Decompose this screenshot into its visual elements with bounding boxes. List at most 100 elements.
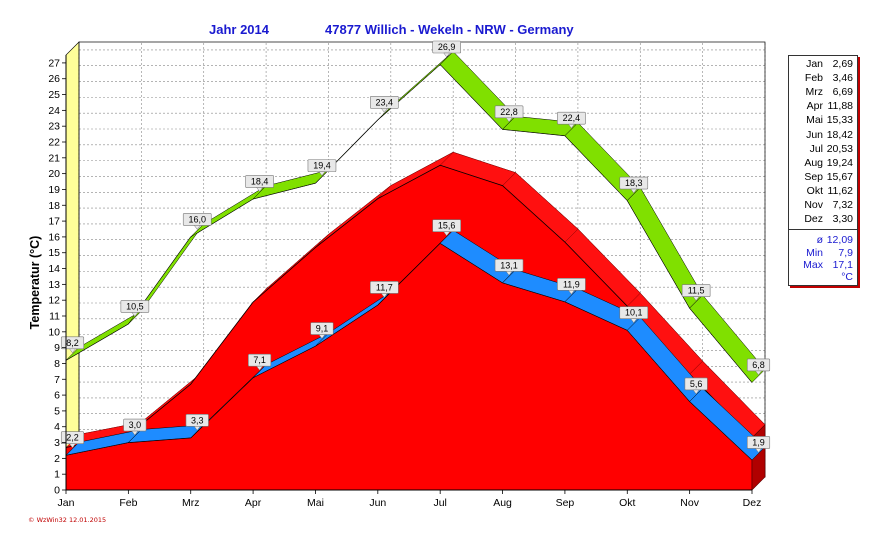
- legend-month-label: Mai: [806, 114, 823, 127]
- y-tick-label: 27: [48, 57, 60, 69]
- max-data-label: 6,8: [752, 360, 765, 370]
- legend-month-value: 15,67: [826, 170, 853, 183]
- max-label-pointer: [193, 225, 201, 230]
- y-tick-label: 7: [54, 374, 60, 386]
- min-label-pointer: [692, 389, 700, 395]
- legend-month-row: Jun 18,42: [789, 129, 857, 142]
- y-tick-label: 26: [48, 73, 60, 85]
- max-label-pointer: [630, 188, 638, 194]
- y-tick-label: 0: [54, 485, 60, 497]
- max-data-label: 23,4: [376, 97, 394, 107]
- legend-month-row: Sep 15,67: [789, 171, 857, 184]
- legend-stat-label: Min: [806, 246, 823, 259]
- min-data-label: 3,3: [191, 415, 204, 425]
- y-tick-label: 9: [54, 342, 60, 354]
- y-axis-wall: [65, 41, 80, 491]
- y-tick-label: 17: [48, 216, 60, 228]
- legend-month-label: Okt: [806, 184, 823, 197]
- legend-month-label: Apr: [806, 100, 823, 113]
- x-tick-label: Aug: [493, 497, 512, 509]
- legend-month-row: Nov 7,32: [789, 199, 857, 212]
- legend-month-value: 18,42: [826, 128, 853, 141]
- legend-month-label: Jan: [806, 58, 823, 70]
- legend-stat-value: 17,1: [832, 259, 853, 271]
- y-tick-label: 19: [48, 184, 60, 196]
- max-label-pointer: [443, 52, 451, 58]
- legend-month-label: Aug: [804, 156, 823, 169]
- x-tick-label: Mrz: [182, 497, 200, 509]
- min-data-label: 3,0: [129, 420, 142, 430]
- legend-month-label: Dez: [804, 213, 823, 226]
- monthly-mean-legend: Jan 2,69 Feb 3,46 Mrz 6,69 Apr 11,88 Mai 15,33 Jun…: [788, 55, 858, 286]
- min-data-label: 10,1: [625, 308, 643, 318]
- legend-month-label: Feb: [804, 72, 823, 85]
- min-data-label: 1,9: [752, 437, 765, 447]
- min-data-label: 11,9: [563, 279, 580, 289]
- y-tick-label: 2: [54, 453, 60, 465]
- legend-month-value: 11,62: [827, 184, 854, 197]
- x-tick-label: Okt: [619, 497, 635, 509]
- legend-month-label: Sep: [804, 170, 823, 183]
- x-tick-label: Jan: [58, 497, 75, 509]
- chart-title-station: 47877 Willich - Wekeln - NRW - Germany: [325, 22, 574, 37]
- x-tick-label: Nov: [680, 497, 699, 509]
- legend-month-row: Mai 15,33: [789, 114, 857, 127]
- legend-month-row: Okt 11,62: [789, 185, 857, 198]
- legend-month-value: 3,46: [832, 72, 853, 85]
- max-data-label: 18,3: [625, 178, 643, 188]
- max-data-label: 26,9: [438, 42, 456, 52]
- y-tick-label: 6: [54, 390, 60, 402]
- min-label-pointer: [380, 293, 388, 298]
- y-tick-label: 5: [54, 405, 60, 417]
- chart-title-year: Jahr 2014: [209, 22, 269, 37]
- y-tick-label: 25: [48, 89, 60, 101]
- max-data-label: 18,4: [251, 176, 269, 186]
- legend-divider: [789, 229, 857, 230]
- legend-month-row: Mrz 6,69: [789, 86, 857, 99]
- max-data-label: 8,2: [66, 338, 79, 348]
- y-tick-label: 14: [48, 263, 60, 275]
- max-label-pointer: [505, 117, 513, 123]
- max-data-label: 22,8: [500, 107, 518, 117]
- x-tick-label: Jun: [369, 497, 386, 509]
- y-axis-title: Temperatur (°C): [28, 236, 42, 330]
- legend-month-row: Feb 3,46: [789, 72, 857, 85]
- max-label-pointer: [380, 108, 388, 113]
- y-tick-label: 3: [54, 437, 60, 449]
- max-series: 8,2 10,5 16,0 18,4 19,4 23,4 26,9 22,8 22,4 18,3 1…: [60, 40, 771, 383]
- legend-month-value: 15,33: [826, 114, 853, 127]
- legend-month-label: Jul: [809, 142, 823, 155]
- max-label-pointer: [131, 312, 139, 317]
- min-data-label: 11,7: [376, 282, 393, 292]
- x-tick-label: Mai: [307, 497, 324, 509]
- min-data-label: 15,6: [438, 221, 456, 231]
- y-tick-label: 23: [48, 121, 60, 133]
- y-tick-label: 16: [48, 231, 60, 243]
- min-label-pointer: [567, 290, 575, 295]
- max-label-pointer: [318, 171, 326, 177]
- y-tick-label: 4: [54, 421, 60, 433]
- min-label-pointer: [69, 443, 76, 449]
- legend-month-row: Apr 11,88: [789, 100, 857, 113]
- min-label-pointer: [755, 448, 762, 453]
- x-tick-label: Jul: [433, 497, 446, 509]
- legend-stat-row: Max 17,1: [789, 259, 857, 272]
- max-data-label: 11,5: [688, 286, 705, 296]
- max-data-label: 10,5: [126, 301, 144, 311]
- max-label-pointer: [69, 348, 76, 354]
- max-data-label: 19,4: [313, 161, 331, 171]
- min-label-pointer: [131, 430, 139, 436]
- legend-month-row: Jan 2,69: [789, 58, 857, 71]
- y-tick-label: 12: [48, 295, 60, 307]
- legend-stat-row: Min 7,9: [789, 247, 857, 260]
- x-tick-label: Sep: [556, 497, 575, 509]
- min-data-label: 2,2: [66, 433, 79, 443]
- x-tick-label: Apr: [245, 497, 262, 509]
- min-data-label: 5,6: [690, 379, 703, 389]
- legend-month-value: 2,69: [832, 58, 853, 70]
- legend-month-value: 3,30: [832, 213, 853, 226]
- y-tick-label: 13: [48, 279, 60, 291]
- min-label-pointer: [505, 271, 513, 276]
- legend-month-row: Dez 3,30: [789, 213, 857, 226]
